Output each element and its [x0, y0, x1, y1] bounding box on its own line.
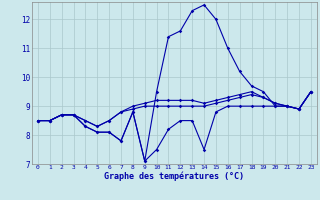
X-axis label: Graphe des températures (°C): Graphe des températures (°C) — [104, 172, 244, 181]
